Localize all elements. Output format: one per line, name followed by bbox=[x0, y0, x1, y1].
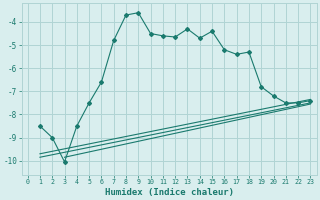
X-axis label: Humidex (Indice chaleur): Humidex (Indice chaleur) bbox=[105, 188, 234, 197]
